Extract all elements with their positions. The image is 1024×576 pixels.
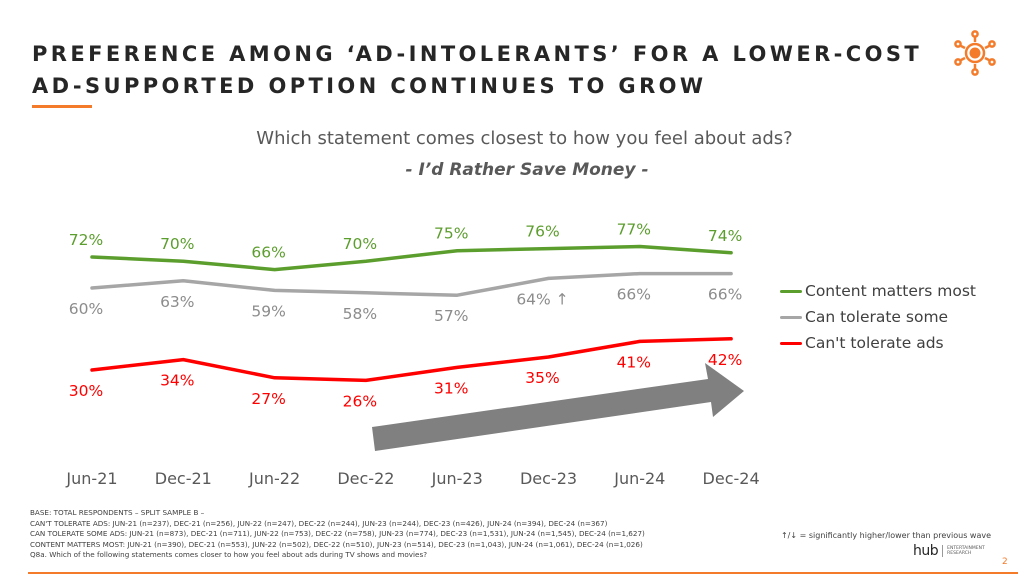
question-text: Which statement comes closest to how you… (256, 128, 793, 149)
legend-label: Can tolerate some (805, 308, 949, 326)
data-label: 75% (434, 225, 468, 243)
legend-swatch-gray (780, 315, 802, 319)
data-label: 66% (251, 244, 285, 262)
slide-title: PREFERENCE AMONG ‘AD-INTOLERANTS’ FOR A … (32, 38, 922, 102)
series-line-can-t-tolerate-ads (90, 337, 733, 383)
legend-item-content-matters: Content matters most (780, 278, 976, 304)
data-label: 77% (617, 221, 651, 239)
data-label: 30% (69, 382, 103, 400)
data-label: 58% (343, 305, 377, 323)
title-accent-underline (32, 105, 92, 108)
bottom-accent-rule (28, 572, 1018, 574)
significance-note: ↑/↓ = significantly higher/lower than pr… (780, 531, 991, 540)
data-label: 59% (251, 302, 285, 320)
x-tick-label: Jun-22 (248, 469, 300, 488)
data-label: 27% (251, 390, 285, 408)
trend-arrow (372, 363, 744, 451)
data-label: 74% (708, 227, 742, 245)
x-tick-label: Jun-23 (431, 469, 483, 488)
data-label: 31% (434, 379, 468, 397)
data-label: 35% (525, 369, 559, 387)
series-line-content-matters-most (90, 244, 733, 272)
data-label: 60% (69, 300, 103, 318)
data-label: 63% (160, 293, 194, 311)
data-label: 42% (708, 351, 742, 369)
title-line-1: PREFERENCE AMONG ‘AD-INTOLERANTS’ FOR A … (32, 42, 923, 66)
subtitle-text: - I’d Rather Save Money - (405, 160, 649, 180)
series-line-can-tolerate-some (90, 271, 733, 297)
chart-legend: Content matters most Can tolerate some C… (780, 278, 976, 356)
chart-question: Which statement comes closest to how you… (0, 128, 1024, 149)
data-label: 66% (708, 286, 742, 304)
data-label: 76% (525, 223, 559, 241)
footnote-line: CAN'T TOLERATE ADS: JUN-21 (n=237), DEC-… (30, 518, 608, 528)
hub-logo-sub1: ENTERTAINMENT (947, 546, 985, 551)
data-label: 57% (434, 307, 468, 325)
data-label: 70% (160, 235, 194, 253)
legend-item-cant-tolerate: Can't tolerate ads (780, 330, 976, 356)
data-label: 66% (617, 286, 651, 304)
data-label: 26% (343, 392, 377, 410)
hub-logo-separator (942, 545, 944, 557)
legend-swatch-green (780, 289, 802, 293)
footnote-line: CONTENT MATTERS MOST: JUN-21 (n=390), DE… (30, 539, 643, 549)
page-number: 2 (1002, 557, 1008, 567)
footnote-line: CAN TOLERATE SOME ADS: JUN-21 (n=873), D… (30, 529, 645, 539)
data-label: 64% ↑ (516, 290, 568, 308)
data-label: 34% (160, 372, 194, 390)
x-tick-label: Jun-21 (65, 469, 117, 488)
hub-logo: hub ENTERTAINMENT RESEARCH (913, 544, 985, 558)
footnote-line: Q8a. Which of the following statements c… (30, 550, 428, 560)
x-tick-label: Dec-21 (155, 469, 212, 488)
legend-label: Can't tolerate ads (805, 334, 944, 352)
title-line-2: AD-SUPPORTED OPTION CONTINUES TO GROW (32, 74, 707, 98)
base-footnote: BASE: TOTAL RESPONDENTS – SPLIT SAMPLE B… (30, 508, 645, 561)
legend-item-can-tolerate: Can tolerate some (780, 304, 976, 330)
hub-network-sun-icon (954, 30, 996, 76)
legend-swatch-red (780, 341, 802, 345)
x-tick-label: Jun-24 (613, 469, 665, 488)
hub-logo-subtitle: ENTERTAINMENT RESEARCH (947, 546, 985, 556)
data-label: 72% (69, 231, 103, 249)
x-tick-label: Dec-23 (520, 469, 577, 488)
hub-logo-word: hub (913, 543, 939, 559)
legend-label: Content matters most (805, 282, 976, 300)
chart-subtitle: - I’d Rather Save Money - (0, 160, 1024, 180)
data-label: 70% (343, 235, 377, 253)
hub-logo-sub2: RESEARCH (947, 551, 972, 556)
x-tick-label: Dec-22 (337, 469, 394, 488)
x-tick-label: Dec-24 (703, 469, 760, 488)
data-label: 41% (617, 353, 651, 371)
footnote-line: BASE: TOTAL RESPONDENTS – SPLIT SAMPLE B… (30, 508, 205, 517)
